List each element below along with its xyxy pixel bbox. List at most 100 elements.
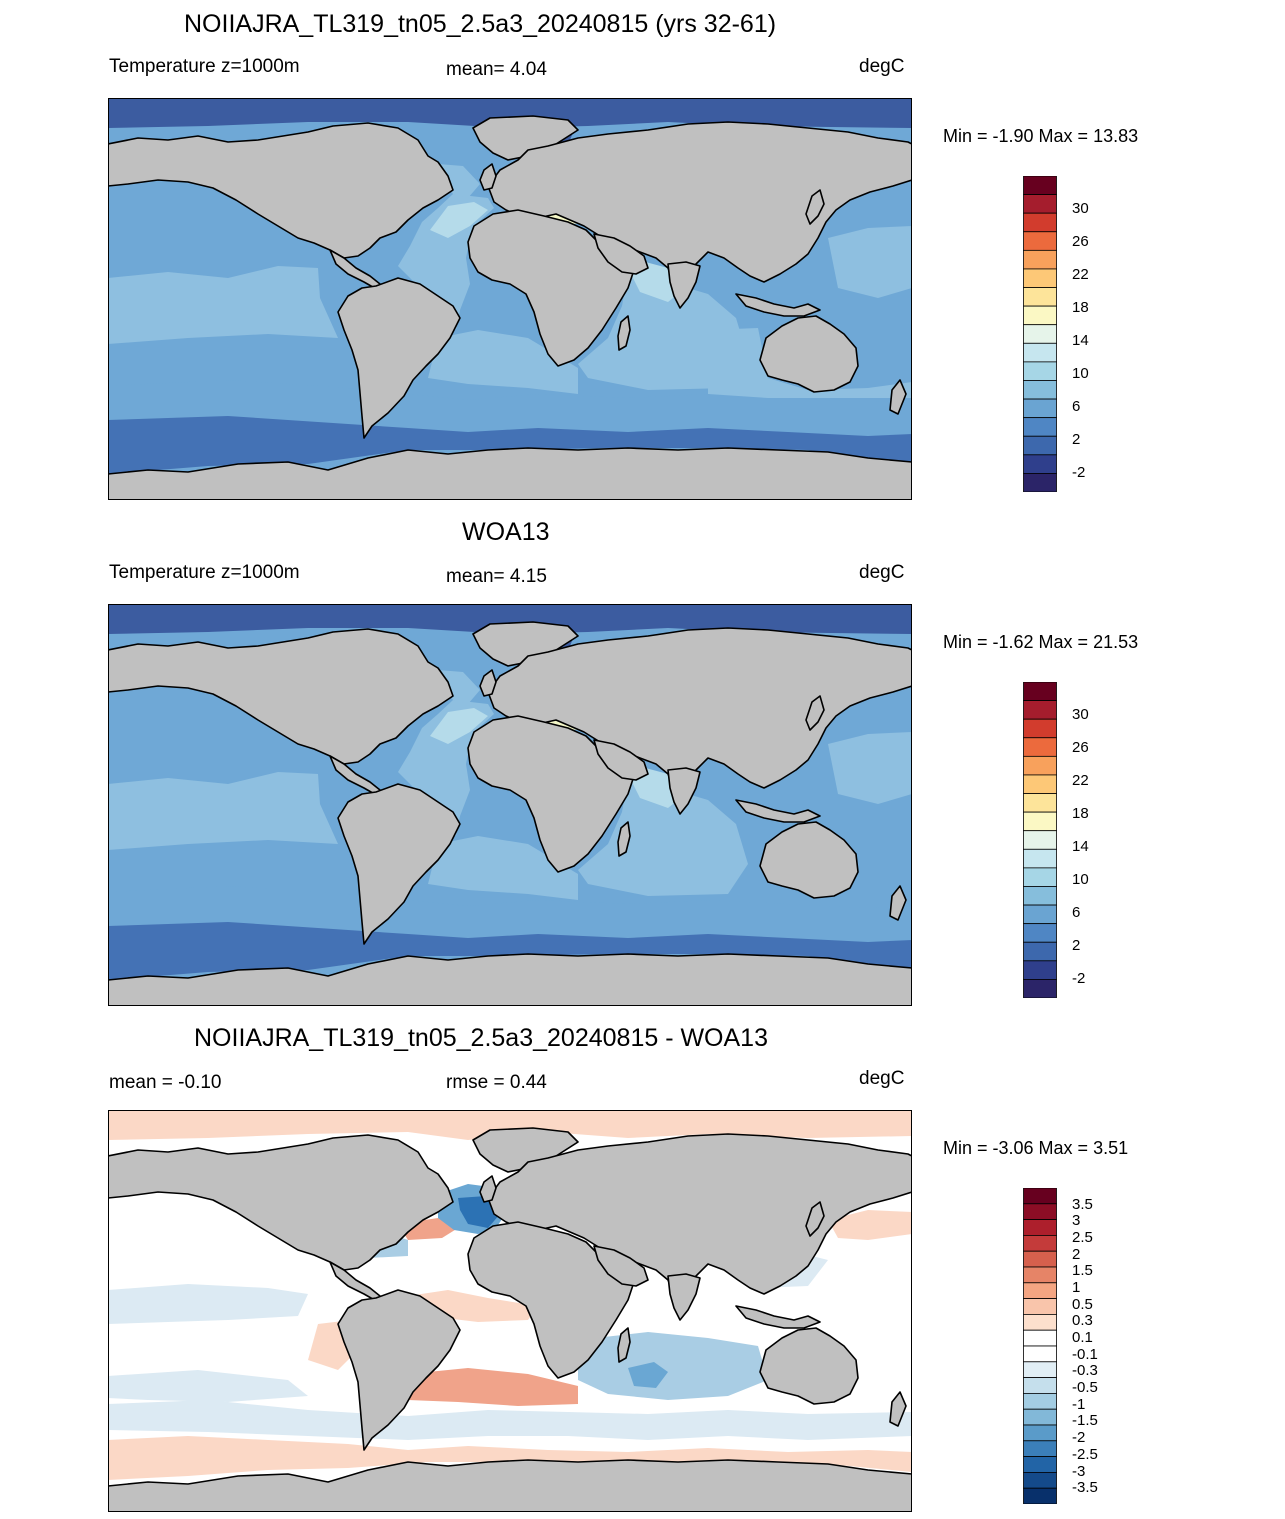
- ocean-field-eastPacMid: [828, 226, 912, 298]
- colorbar-swatch: [1023, 454, 1057, 474]
- ocean-field-diffArcticRed2: [528, 1116, 748, 1132]
- colorbar-swatch: [1023, 380, 1057, 400]
- land-india: [667, 261, 701, 309]
- colorbar-tick-label: 6: [1072, 904, 1081, 922]
- panel-2-variable-label: Temperature z=1000m: [109, 562, 300, 583]
- land-arabia: [593, 233, 649, 275]
- colorbar-swatch: [1023, 1203, 1057, 1221]
- colorbar-swatch: [1023, 1487, 1057, 1504]
- colorbar-swatch: [1023, 361, 1057, 381]
- panel-2-map: [108, 604, 912, 1006]
- panel-3-map: [108, 1110, 912, 1512]
- colorbar-swatch: [1023, 1471, 1057, 1489]
- map-frame: [108, 1110, 912, 1512]
- ocean-field-atlSouth: [428, 836, 578, 900]
- colorbar-swatch: [1023, 287, 1057, 307]
- colorbar-swatch: [1023, 324, 1057, 344]
- panel-1-mean-label: mean= 4.04: [446, 59, 547, 80]
- colorbar-swatch: [1023, 305, 1057, 326]
- colorbar-swatch: [1023, 1377, 1057, 1394]
- map-frame: [108, 604, 912, 1006]
- ocean-field-diffSouthRed: [108, 1436, 912, 1480]
- colorbar-swatch: [1023, 774, 1057, 794]
- land-antarctica: [108, 447, 912, 500]
- colorbar-swatch: [1023, 904, 1057, 925]
- colorbar-swatch: [1023, 473, 1057, 492]
- ocean-field-pacificMid: [108, 772, 338, 850]
- colorbar-swatch: [1023, 886, 1057, 906]
- colorbar-tick-label: 22: [1072, 772, 1089, 790]
- colorbar-swatch: [1023, 398, 1057, 419]
- colorbar-swatch: [1023, 1456, 1057, 1473]
- land-northAmerica: [108, 122, 454, 259]
- land-northAmerica: [108, 1134, 454, 1271]
- ocean-field-southBand2: [108, 922, 912, 980]
- colorbar-swatch: [1023, 718, 1057, 739]
- land-nz: [889, 379, 907, 415]
- map-svg: [108, 604, 912, 1006]
- colorbar-tick-label: 1.5: [1072, 1262, 1093, 1280]
- ocean-field-indianMid: [578, 778, 748, 896]
- land-africa: [467, 715, 635, 873]
- colorbar-swatch: [1023, 1188, 1057, 1205]
- ocean-field-atlLight: [430, 202, 488, 238]
- colorbar-swatch: [1023, 848, 1057, 869]
- colorbar-swatch: [1023, 1314, 1057, 1331]
- colorbar-tick-label: 14: [1072, 332, 1089, 350]
- ocean-field-eastPacMid: [828, 732, 912, 804]
- panel-3-mean-label: mean = -0.10: [109, 1072, 222, 1093]
- land-southAmerica: [337, 783, 461, 945]
- colorbar-swatch: [1023, 793, 1057, 813]
- land-arabia: [593, 1245, 649, 1287]
- ocean-field-labrador: [438, 670, 480, 704]
- land-india: [667, 767, 701, 815]
- panel-3-title: NOIIAJRA_TL319_tn05_2.5a3_20240815 - WOA…: [194, 1024, 768, 1052]
- land-southAmerica: [337, 277, 461, 439]
- colorbar-swatch: [1023, 1424, 1057, 1442]
- land-madagascar: [617, 315, 631, 351]
- colorbar-tick-label: 3: [1072, 1212, 1081, 1230]
- colorbar-tick-label: 2: [1072, 937, 1081, 955]
- colorbar-swatch: [1023, 811, 1057, 832]
- ocean-field-atlLight: [430, 708, 488, 744]
- colorbar-tick-label: -0.5: [1072, 1379, 1098, 1397]
- colorbar-tick-label: -1: [1072, 1395, 1086, 1413]
- land-uk: [479, 1175, 497, 1203]
- colorbar-tick-label: -1.5: [1072, 1412, 1098, 1430]
- colorbar-swatch: [1023, 960, 1057, 980]
- ocean-field-pacificMid2: [708, 328, 912, 398]
- colorbar-swatch: [1023, 417, 1057, 437]
- colorbar-swatch: [1023, 268, 1057, 288]
- colorbar-tick-label: -3: [1072, 1462, 1086, 1480]
- colorbar-tick-label: 0.3: [1072, 1312, 1093, 1330]
- land-japan: [805, 1201, 825, 1237]
- colorbar-tick-label: 30: [1072, 706, 1089, 724]
- colorbar-tick-label: 2: [1072, 1245, 1081, 1263]
- land-africa: [467, 1221, 635, 1379]
- colorbar-tick-label: -3.5: [1072, 1479, 1098, 1497]
- colorbar-swatch: [1023, 682, 1057, 701]
- panel-3-minmax-label: Min = -3.06 Max = 3.51: [943, 1138, 1129, 1158]
- colorbar-svg: [1023, 176, 1057, 492]
- colorbar-tick-label: 30: [1072, 200, 1089, 218]
- ocean-field-southBand2: [108, 416, 912, 474]
- colorbar-swatch: [1023, 1440, 1057, 1458]
- colorbar-swatch: [1023, 1329, 1057, 1347]
- colorbar-tick-label: 10: [1072, 365, 1089, 383]
- colorbar-swatch: [1023, 194, 1057, 214]
- panel-1-colorbar: [1023, 176, 1057, 492]
- colorbar-swatch: [1023, 176, 1057, 195]
- land-uk: [479, 163, 497, 191]
- colorbar-swatch: [1023, 700, 1057, 720]
- colorbar-tick-label: 2.5: [1072, 1229, 1093, 1247]
- colorbar-swatch: [1023, 342, 1057, 363]
- colorbar-tick-label: 0.1: [1072, 1329, 1093, 1347]
- colorbar-swatch: [1023, 1298, 1057, 1315]
- colorbar-swatch: [1023, 1219, 1057, 1236]
- map-svg: [108, 1110, 912, 1512]
- land-australia: [759, 821, 859, 899]
- colorbar-tick-label: 3.5: [1072, 1195, 1093, 1213]
- colorbar-swatch: [1023, 231, 1057, 251]
- colorbar-tick-label: -2.5: [1072, 1445, 1098, 1463]
- land-india: [667, 1273, 701, 1321]
